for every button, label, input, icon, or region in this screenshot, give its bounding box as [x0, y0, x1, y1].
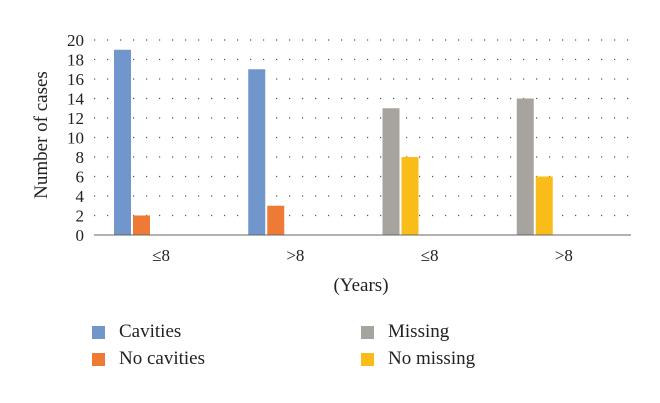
y-tick-label: 12: [67, 109, 84, 128]
x-tick-label: >8: [286, 246, 304, 265]
y-tick-label: 20: [67, 31, 84, 50]
bars: [114, 49, 553, 235]
y-tick-label: 8: [76, 148, 85, 167]
bar-missing: [382, 108, 400, 235]
bar-no-cavities: [267, 205, 285, 235]
y-tick-label: 2: [76, 207, 85, 226]
bar-cavities: [114, 49, 131, 235]
x-tick-label: >8: [555, 246, 573, 265]
bar-no-cavities: [133, 215, 150, 235]
x-tick-label: ≤8: [421, 246, 439, 265]
bar-no-missing: [535, 176, 553, 235]
y-tick-label: 14: [67, 90, 85, 109]
bar-cavities: [248, 69, 266, 235]
x-tick-labels: ≤8 >8 ≤8 >8: [152, 246, 573, 265]
y-tick-label: 16: [67, 70, 84, 89]
y-tick-label: 0: [76, 226, 85, 245]
y-tick-label: 6: [76, 168, 85, 187]
y-tick-label: 10: [67, 129, 84, 148]
bar-no-missing: [401, 157, 419, 235]
y-axis-title: Number of cases: [31, 71, 52, 199]
bar-missing: [516, 98, 534, 235]
y-tick-label: 4: [76, 187, 85, 206]
x-axis-title: (Years): [333, 275, 388, 296]
y-tick-label: 18: [67, 51, 84, 70]
x-tick-label: ≤8: [152, 246, 170, 265]
